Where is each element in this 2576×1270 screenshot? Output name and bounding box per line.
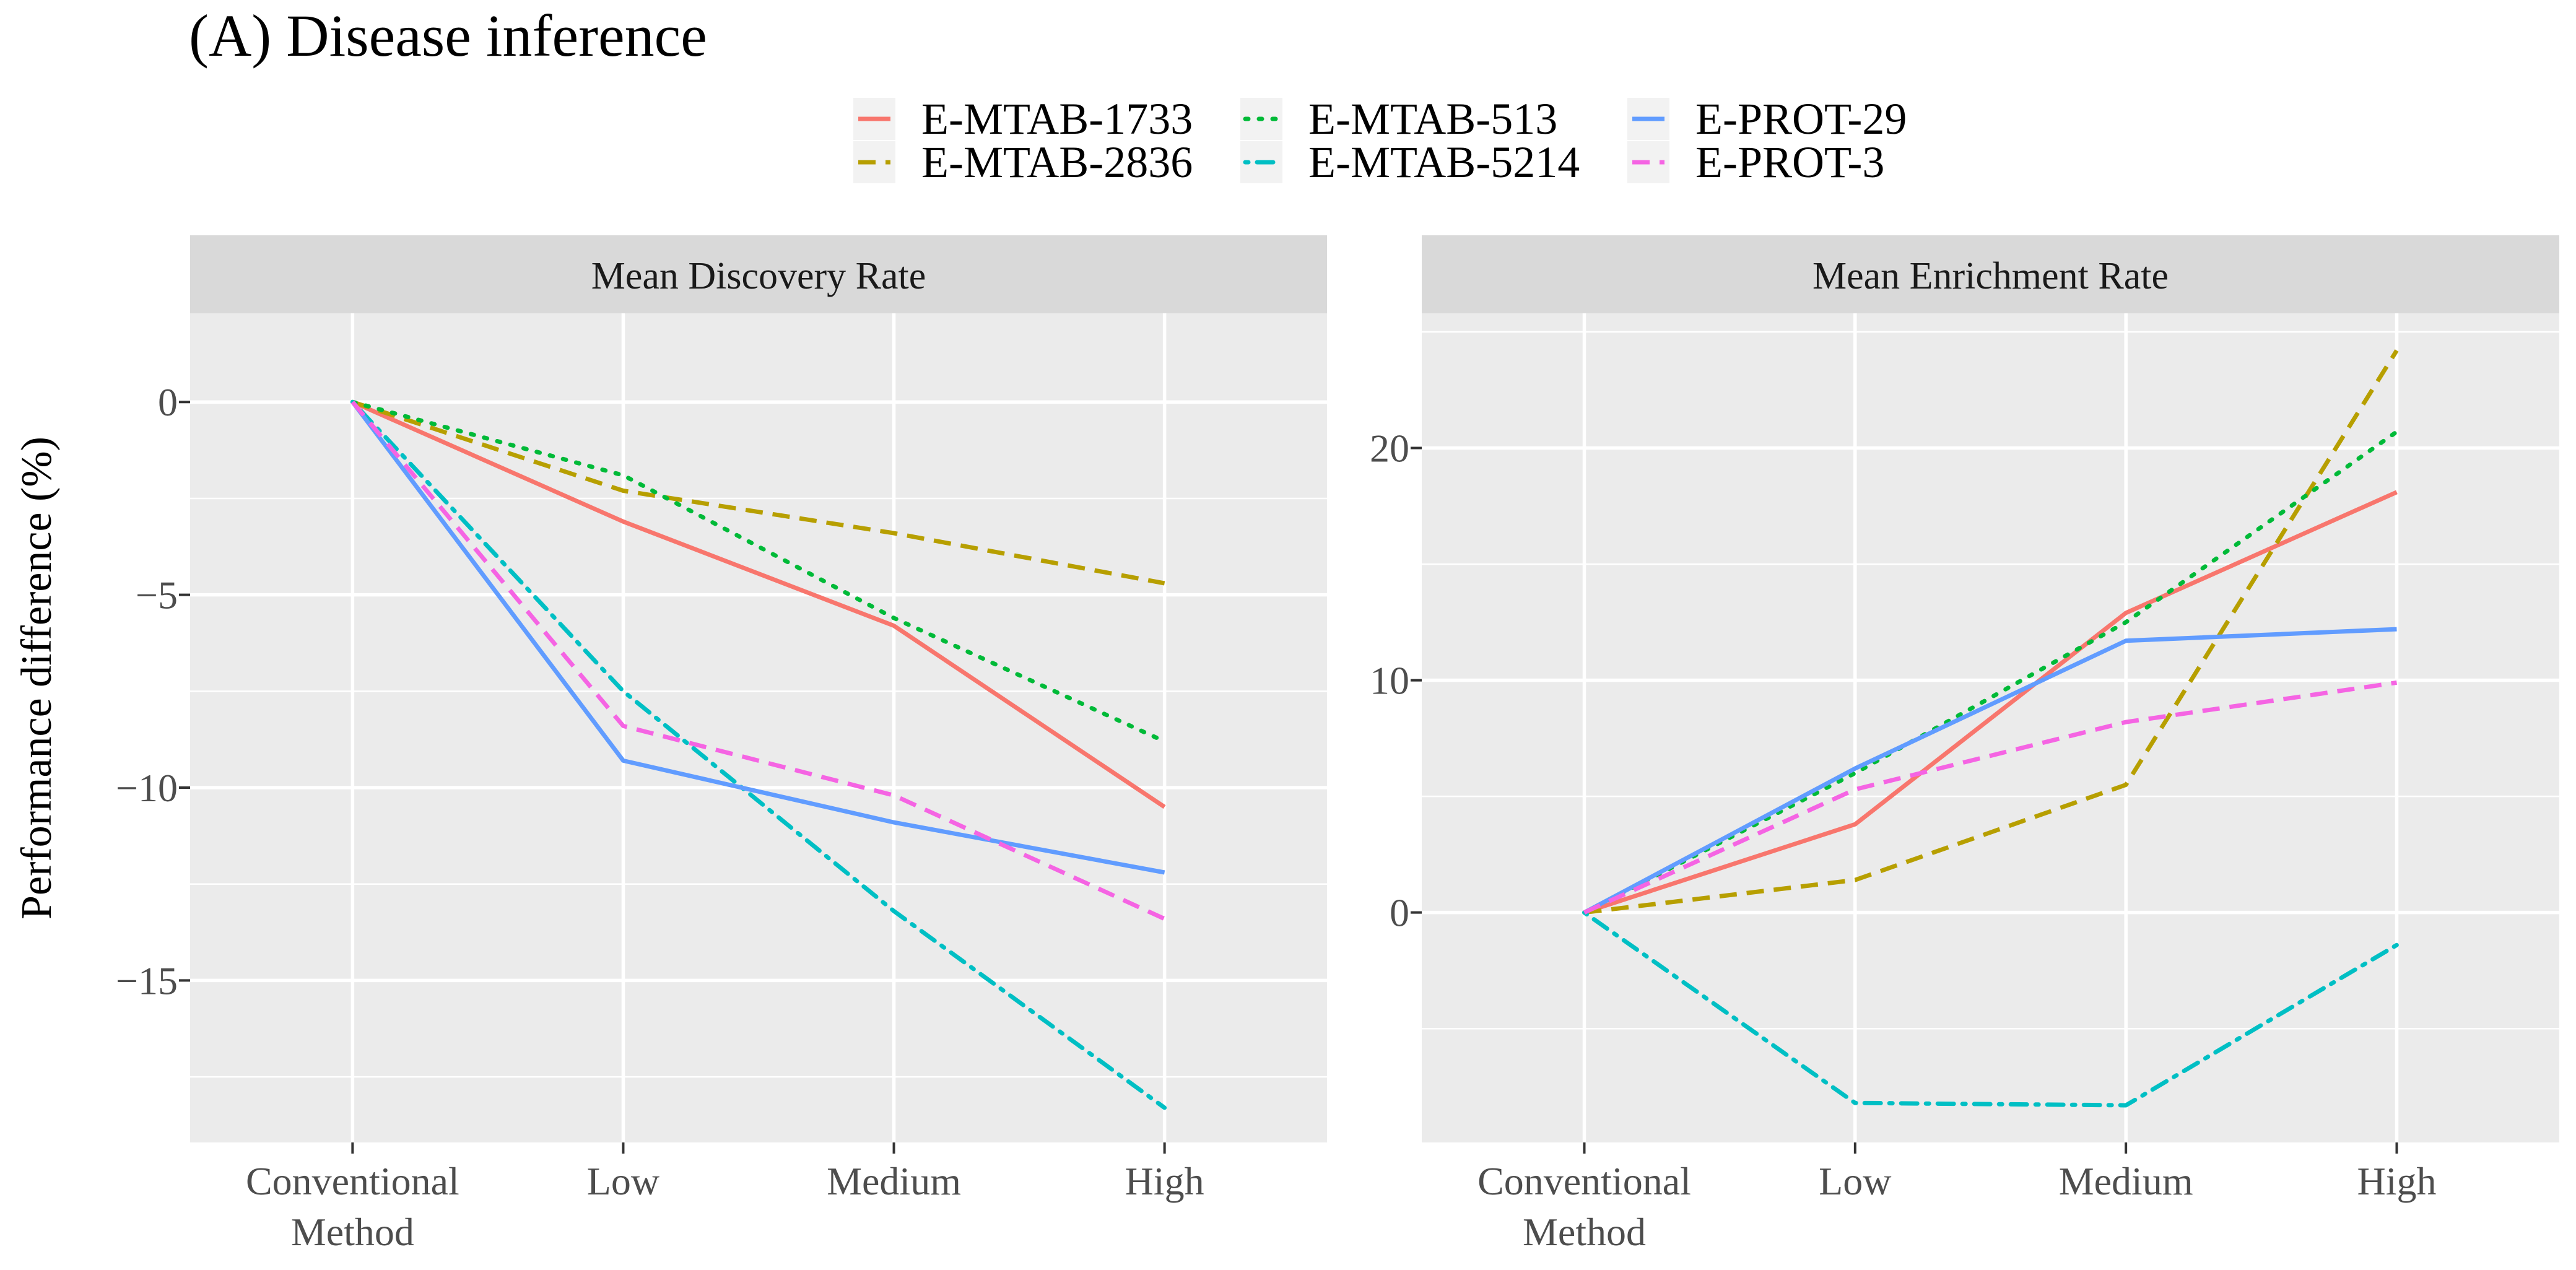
series-line-e-mtab-5214 bbox=[1582, 910, 2399, 1108]
x-tick-label-conventional-method: Conventional Method bbox=[246, 1159, 459, 1254]
legend-item-e-prot-29: E-PROT-29 bbox=[1627, 94, 1907, 144]
legend-label: E-MTAB-1733 bbox=[921, 94, 1193, 144]
legend-label: E-PROT-29 bbox=[1695, 94, 1907, 144]
figure-title: (A) Disease inference bbox=[189, 2, 707, 69]
legend-label: E-PROT-3 bbox=[1695, 137, 1884, 187]
facet-panel-mean-enrichment-rate: Mean Enrichment Rate 0 10 20 Conventional Met… bbox=[1370, 235, 2559, 1254]
legend-item-e-mtab-5214: E-MTAB-5214 bbox=[1240, 137, 1580, 187]
gridlines bbox=[1422, 313, 2559, 1142]
legend-item-e-mtab-2836: E-MTAB-2836 bbox=[853, 137, 1193, 187]
series-line-e-mtab-2836 bbox=[1584, 349, 2399, 915]
legend-item-e-mtab-513: E-MTAB-513 bbox=[1240, 94, 1557, 144]
legend-item-e-mtab-1733: E-MTAB-1733 bbox=[853, 94, 1193, 144]
y-tick-label: 20 bbox=[1370, 427, 1409, 471]
x-tick-label-high: High bbox=[2357, 1159, 2436, 1203]
legend-item-e-prot-3: E-PROT-3 bbox=[1627, 137, 1884, 187]
y-tick-label: −10 bbox=[116, 766, 178, 810]
series-group bbox=[1582, 349, 2399, 1108]
legend-label: E-MTAB-513 bbox=[1308, 94, 1557, 144]
x-tick-label-low: Low bbox=[1819, 1159, 1891, 1203]
plot-background bbox=[1422, 313, 2559, 1142]
series-line-e-mtab-513 bbox=[350, 399, 1167, 744]
series-line-e-mtab-2836 bbox=[352, 399, 1165, 586]
y-tick-label: −5 bbox=[136, 573, 178, 617]
series-line-e-prot-29 bbox=[1583, 627, 2397, 915]
series-line-e-prot-29 bbox=[350, 401, 1165, 875]
x-tick-label-medium: Medium bbox=[2059, 1159, 2193, 1203]
facet-strip-label: Mean Enrichment Rate bbox=[1812, 255, 2169, 297]
series-line-e-prot-3 bbox=[350, 400, 1166, 921]
x-tick-label-low: Low bbox=[587, 1159, 659, 1203]
x-axis: Conventional Method Low Medium High bbox=[246, 1142, 1204, 1254]
plot-background bbox=[190, 313, 1327, 1142]
facet-strip bbox=[1422, 235, 2559, 313]
y-axis: 0 10 20 bbox=[1370, 427, 1422, 935]
legend-label: E-MTAB-5214 bbox=[1308, 137, 1580, 187]
y-tick-label: −15 bbox=[116, 959, 178, 1003]
x-tick-label-medium: Medium bbox=[827, 1159, 961, 1203]
y-tick-label: 0 bbox=[158, 380, 178, 424]
facet-strip-label: Mean Discovery Rate bbox=[591, 255, 926, 297]
y-tick-label: 0 bbox=[1390, 891, 1409, 935]
facet-panel-mean-discovery-rate: Mean Discovery Rate 0 −5 −10 −15 Conventional… bbox=[116, 235, 1327, 1254]
series-group bbox=[350, 399, 1167, 1110]
series-line-e-mtab-1733 bbox=[1583, 490, 2398, 915]
legend-label: E-MTAB-2836 bbox=[921, 137, 1193, 187]
x-tick-label-conventional-method: Conventional Method bbox=[1477, 1159, 1691, 1254]
series-line-e-mtab-5214 bbox=[350, 399, 1167, 1110]
series-line-e-mtab-1733 bbox=[351, 399, 1166, 809]
x-tick-label-high: High bbox=[1125, 1159, 1204, 1203]
y-tick-label: 10 bbox=[1370, 659, 1409, 703]
y-axis-title: Performance difference (%) bbox=[13, 437, 61, 920]
y-axis: 0 −5 −10 −15 bbox=[116, 380, 190, 1003]
x-axis: Conventional Method Low Medium High bbox=[1477, 1142, 2436, 1254]
series-line-e-prot-3 bbox=[1583, 680, 2398, 915]
facet-strip bbox=[190, 235, 1327, 313]
